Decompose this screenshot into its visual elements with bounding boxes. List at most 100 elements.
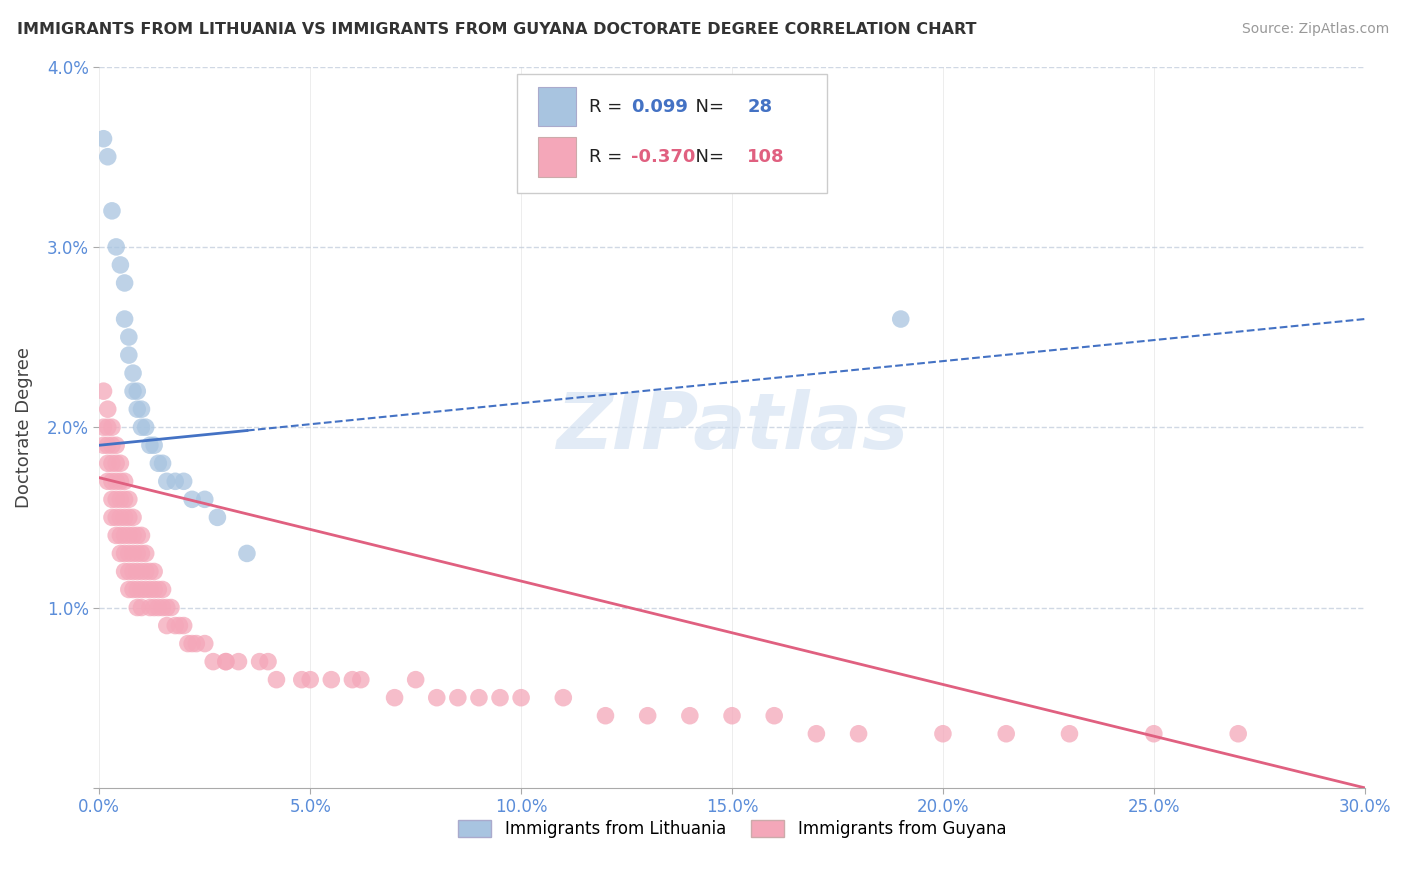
- Point: [122, 528, 145, 542]
- Point: [101, 203, 124, 218]
- Point: [118, 510, 141, 524]
- FancyBboxPatch shape: [538, 87, 576, 127]
- Point: [249, 655, 271, 669]
- Text: IMMIGRANTS FROM LITHUANIA VS IMMIGRANTS FROM GUYANA DOCTORATE DEGREE CORRELATION: IMMIGRANTS FROM LITHUANIA VS IMMIGRANTS …: [17, 22, 976, 37]
- Text: ZIPatlas: ZIPatlas: [555, 389, 908, 466]
- Point: [101, 438, 124, 452]
- Point: [995, 727, 1018, 741]
- Point: [236, 546, 259, 560]
- Point: [101, 456, 124, 470]
- Y-axis label: Doctorate Degree: Doctorate Degree: [15, 347, 32, 508]
- Text: R =: R =: [589, 97, 628, 116]
- Point: [152, 600, 174, 615]
- Point: [122, 582, 145, 597]
- Point: [105, 510, 128, 524]
- Point: [118, 528, 141, 542]
- Point: [114, 565, 136, 579]
- Point: [118, 565, 141, 579]
- Point: [1059, 727, 1081, 741]
- Point: [405, 673, 427, 687]
- Point: [194, 637, 217, 651]
- Point: [181, 637, 204, 651]
- Point: [127, 565, 149, 579]
- Text: N=: N=: [683, 97, 730, 116]
- Point: [257, 655, 280, 669]
- Point: [139, 438, 162, 452]
- Point: [122, 546, 145, 560]
- Point: [384, 690, 406, 705]
- Point: [1143, 727, 1166, 741]
- Point: [110, 492, 132, 507]
- Legend: Immigrants from Lithuania, Immigrants from Guyana: Immigrants from Lithuania, Immigrants fr…: [451, 813, 1012, 845]
- Point: [1227, 727, 1250, 741]
- Point: [93, 438, 115, 452]
- Point: [148, 582, 170, 597]
- Point: [143, 565, 166, 579]
- Point: [114, 492, 136, 507]
- Point: [291, 673, 314, 687]
- Point: [114, 475, 136, 489]
- Point: [426, 690, 449, 705]
- Point: [848, 727, 870, 741]
- Point: [139, 565, 162, 579]
- Point: [110, 475, 132, 489]
- Point: [131, 600, 153, 615]
- Point: [194, 492, 217, 507]
- Point: [110, 258, 132, 272]
- Point: [97, 420, 120, 434]
- Point: [101, 510, 124, 524]
- Point: [114, 528, 136, 542]
- Point: [118, 330, 141, 344]
- Point: [173, 475, 195, 489]
- Point: [143, 438, 166, 452]
- Point: [468, 690, 491, 705]
- Point: [299, 673, 322, 687]
- Point: [186, 637, 208, 651]
- Point: [152, 582, 174, 597]
- Point: [152, 456, 174, 470]
- Point: [139, 600, 162, 615]
- Point: [131, 528, 153, 542]
- Point: [105, 438, 128, 452]
- Point: [266, 673, 288, 687]
- Point: [110, 528, 132, 542]
- Point: [553, 690, 575, 705]
- Point: [637, 708, 659, 723]
- Point: [721, 708, 744, 723]
- Point: [118, 546, 141, 560]
- Text: 28: 28: [747, 97, 772, 116]
- Point: [127, 384, 149, 399]
- Point: [135, 582, 157, 597]
- Point: [118, 492, 141, 507]
- Point: [127, 582, 149, 597]
- Point: [321, 673, 343, 687]
- FancyBboxPatch shape: [538, 137, 576, 177]
- Point: [127, 402, 149, 417]
- Point: [932, 727, 955, 741]
- Point: [135, 546, 157, 560]
- Point: [143, 600, 166, 615]
- Point: [169, 618, 191, 632]
- Point: [595, 708, 617, 723]
- Point: [127, 546, 149, 560]
- Point: [228, 655, 250, 669]
- Point: [97, 438, 120, 452]
- Point: [207, 510, 229, 524]
- Point: [101, 475, 124, 489]
- Point: [127, 528, 149, 542]
- Point: [131, 402, 153, 417]
- Point: [181, 492, 204, 507]
- Point: [510, 690, 533, 705]
- Point: [105, 475, 128, 489]
- Point: [105, 240, 128, 254]
- Point: [135, 565, 157, 579]
- Point: [114, 312, 136, 326]
- Point: [110, 456, 132, 470]
- Point: [93, 384, 115, 399]
- Point: [122, 565, 145, 579]
- Point: [160, 600, 183, 615]
- Point: [202, 655, 225, 669]
- Point: [105, 456, 128, 470]
- Point: [165, 475, 187, 489]
- Point: [148, 600, 170, 615]
